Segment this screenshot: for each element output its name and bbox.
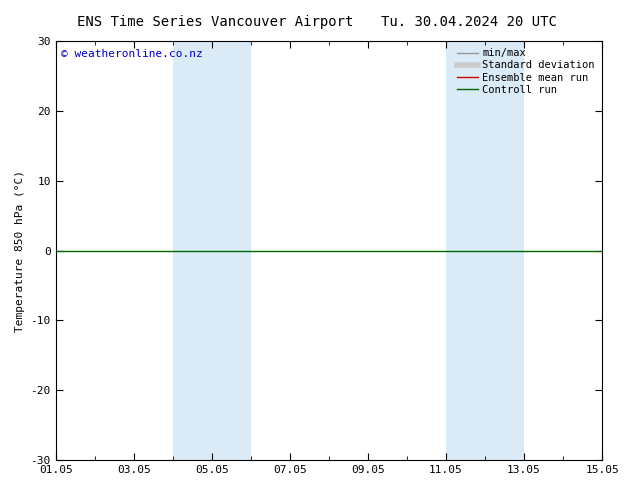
Text: © weatheronline.co.nz: © weatheronline.co.nz <box>61 49 203 59</box>
Bar <box>212 41 251 460</box>
Y-axis label: Temperature 850 hPa (°C): Temperature 850 hPa (°C) <box>15 170 25 332</box>
Bar <box>485 41 524 460</box>
Bar <box>446 41 485 460</box>
Text: ENS Time Series Vancouver Airport: ENS Time Series Vancouver Airport <box>77 15 354 29</box>
Bar <box>172 41 212 460</box>
Legend: min/max, Standard deviation, Ensemble mean run, Controll run: min/max, Standard deviation, Ensemble me… <box>455 46 597 97</box>
Text: Tu. 30.04.2024 20 UTC: Tu. 30.04.2024 20 UTC <box>381 15 557 29</box>
